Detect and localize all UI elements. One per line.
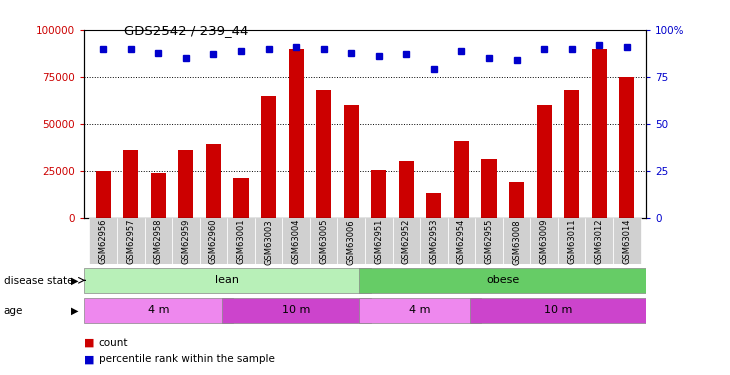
Bar (206, 144, 221, 218)
Bar (564, 90, 579, 218)
Text: GSM62959: GSM62959 (181, 219, 191, 264)
FancyBboxPatch shape (255, 217, 283, 264)
FancyBboxPatch shape (84, 268, 371, 293)
Text: ■: ■ (84, 338, 94, 348)
Bar (151, 172, 166, 217)
Text: disease state: disease state (4, 276, 73, 285)
FancyBboxPatch shape (310, 217, 337, 264)
FancyBboxPatch shape (365, 217, 393, 264)
Text: GSM63012: GSM63012 (595, 219, 604, 264)
Bar (316, 90, 331, 218)
Bar (426, 193, 442, 217)
FancyBboxPatch shape (475, 217, 503, 264)
FancyBboxPatch shape (90, 217, 117, 264)
FancyBboxPatch shape (558, 217, 585, 264)
Text: obese: obese (486, 275, 519, 285)
Text: GSM62960: GSM62960 (209, 219, 218, 264)
FancyBboxPatch shape (172, 217, 200, 264)
Bar (344, 105, 359, 218)
Text: GSM62956: GSM62956 (99, 219, 108, 264)
Bar (288, 49, 304, 217)
Text: GSM62957: GSM62957 (126, 219, 135, 264)
FancyBboxPatch shape (393, 217, 420, 264)
Bar (619, 77, 634, 218)
Text: GSM63003: GSM63003 (264, 219, 273, 264)
FancyBboxPatch shape (613, 217, 640, 264)
Text: percentile rank within the sample: percentile rank within the sample (99, 354, 274, 364)
Text: GSM63006: GSM63006 (347, 219, 356, 264)
Text: GSM62951: GSM62951 (374, 219, 383, 264)
Text: 4 m: 4 m (410, 305, 431, 315)
Bar (123, 150, 139, 217)
Bar (591, 49, 607, 217)
Text: GSM63009: GSM63009 (539, 219, 549, 264)
FancyBboxPatch shape (283, 217, 310, 264)
Bar (234, 178, 249, 218)
FancyBboxPatch shape (420, 217, 447, 264)
Bar (399, 161, 414, 218)
Text: ▶: ▶ (72, 276, 79, 285)
Text: ■: ■ (84, 354, 94, 364)
Text: age: age (4, 306, 23, 315)
Text: 10 m: 10 m (544, 305, 572, 315)
Text: GDS2542 / 239_44: GDS2542 / 239_44 (124, 24, 248, 38)
Bar (96, 171, 111, 217)
Text: GSM63004: GSM63004 (291, 219, 301, 264)
FancyBboxPatch shape (530, 217, 558, 264)
Text: 10 m: 10 m (282, 305, 310, 315)
Text: lean: lean (215, 275, 239, 285)
Text: GSM63008: GSM63008 (512, 219, 521, 264)
FancyBboxPatch shape (503, 217, 530, 264)
Text: GSM62958: GSM62958 (154, 219, 163, 264)
Text: GSM62952: GSM62952 (402, 219, 411, 264)
FancyBboxPatch shape (447, 217, 475, 264)
FancyBboxPatch shape (200, 217, 227, 264)
Text: GSM63014: GSM63014 (622, 219, 631, 264)
Text: GSM63011: GSM63011 (567, 219, 576, 264)
Bar (371, 170, 386, 217)
Text: GSM62954: GSM62954 (457, 219, 466, 264)
Text: GSM62955: GSM62955 (485, 219, 493, 264)
Text: count: count (99, 338, 128, 348)
Text: GSM63005: GSM63005 (319, 219, 328, 264)
FancyBboxPatch shape (84, 298, 233, 323)
FancyBboxPatch shape (337, 217, 365, 264)
Bar (261, 96, 276, 218)
FancyBboxPatch shape (117, 217, 145, 264)
FancyBboxPatch shape (227, 217, 255, 264)
FancyBboxPatch shape (222, 298, 371, 323)
Bar (509, 182, 524, 218)
Text: 4 m: 4 m (147, 305, 169, 315)
Bar (481, 159, 496, 218)
FancyBboxPatch shape (359, 298, 481, 323)
FancyBboxPatch shape (145, 217, 172, 264)
FancyBboxPatch shape (469, 298, 646, 323)
Text: GSM63001: GSM63001 (237, 219, 245, 264)
Bar (178, 150, 193, 217)
Bar (454, 141, 469, 218)
FancyBboxPatch shape (359, 268, 646, 293)
FancyBboxPatch shape (585, 217, 613, 264)
Text: ▶: ▶ (72, 306, 79, 315)
Text: GSM62953: GSM62953 (429, 219, 439, 264)
Bar (537, 105, 552, 218)
